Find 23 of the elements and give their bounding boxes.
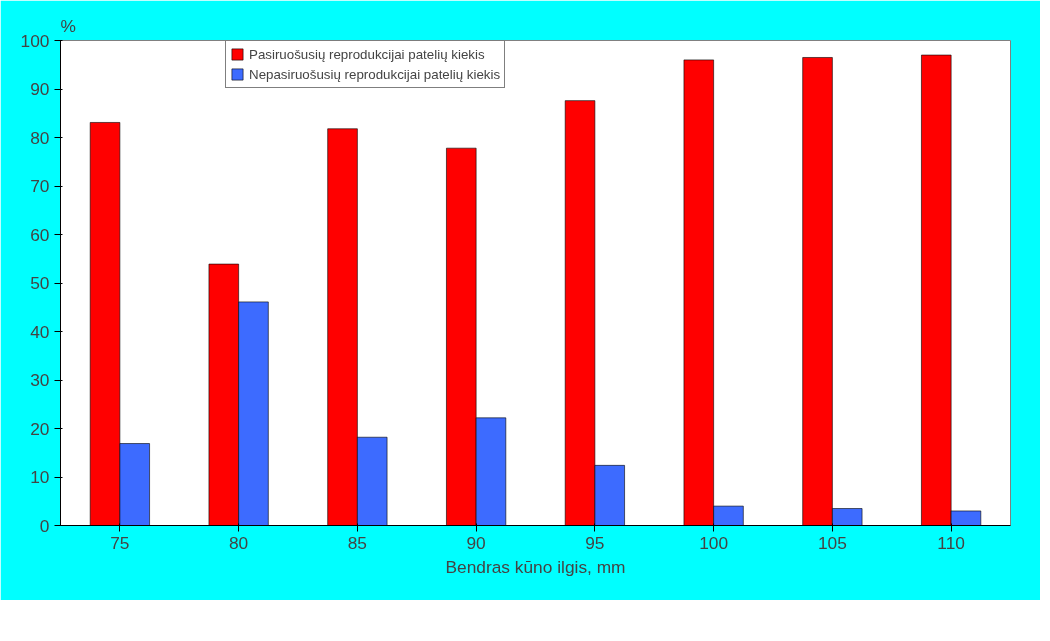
y-axis-title: % (60, 15, 76, 36)
x-tick-label: 75 (110, 532, 130, 553)
y-tick-label: 30 (30, 370, 50, 390)
x-tick-label: 100 (699, 532, 729, 553)
y-tick-label: 40 (30, 321, 50, 342)
y-tick-label: 70 (30, 176, 50, 196)
y-tick-label: 10 (30, 467, 50, 487)
y-tick-label: 60 (30, 224, 50, 245)
x-tick-label: 105 (817, 532, 847, 553)
x-tick-label: 90 (466, 532, 486, 553)
y-tick-label: 80 (30, 127, 50, 148)
y-tick-label: 50 (30, 273, 50, 293)
y-tick-label: 0 (39, 515, 50, 536)
x-tick-label: 80 (228, 532, 249, 553)
legend-label: Nepasiruošusių reprodukcijai patelių kiekis (249, 65, 501, 83)
y-tick-label: 100 (20, 30, 50, 51)
x-axis-title: Bendras kūno ilgis, mm (445, 556, 626, 577)
x-tick-label: 110 (937, 532, 965, 553)
legend-label: Pasiruošusių reprodukcijai patelių kiekis (249, 45, 485, 63)
x-tick-label: 95 (585, 532, 605, 553)
y-tick-label: 90 (30, 79, 50, 99)
y-tick-label: 20 (30, 418, 50, 439)
x-tick-label: 85 (347, 532, 368, 553)
